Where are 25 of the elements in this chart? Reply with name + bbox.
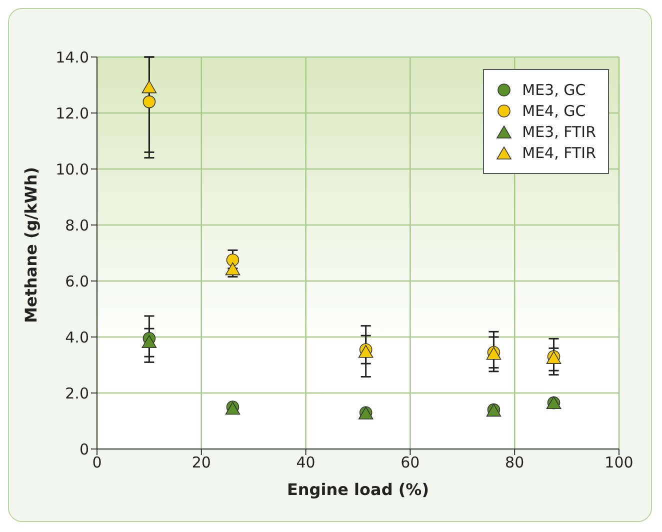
- legend-label: ME4, GC: [522, 102, 586, 120]
- y-tick-label: 10.0: [56, 160, 89, 178]
- y-tick-label: 12.0: [56, 104, 89, 122]
- x-tick-label: 60: [400, 454, 420, 472]
- y-tick-label: 14.0: [56, 48, 89, 66]
- x-axis-title: Engine load (%): [286, 480, 430, 499]
- x-tick-label: 100: [604, 454, 634, 472]
- y-tick-label: 6.0: [65, 272, 89, 290]
- y-tick-label: 2.0: [65, 384, 89, 402]
- x-tick-label: 80: [505, 454, 524, 472]
- y-tick-label: 4.0: [65, 328, 89, 346]
- point: [142, 80, 157, 94]
- legend-label: ME3, FTIR: [522, 123, 596, 141]
- point: [225, 262, 240, 276]
- legend-label: ME4, FTIR: [522, 144, 596, 162]
- point: [142, 335, 157, 348]
- y-axis-title: Methane (g/kWh): [22, 166, 41, 323]
- x-tick-label: 0: [92, 454, 102, 472]
- point: [142, 95, 156, 108]
- y-tick-label: 8.0: [65, 216, 89, 234]
- legend-label: ME3, GC: [522, 81, 586, 99]
- point: [226, 254, 240, 266]
- x-tick-label: 40: [296, 454, 316, 472]
- x-tick-label: 20: [192, 454, 211, 472]
- y-tick-label: 0: [79, 440, 89, 458]
